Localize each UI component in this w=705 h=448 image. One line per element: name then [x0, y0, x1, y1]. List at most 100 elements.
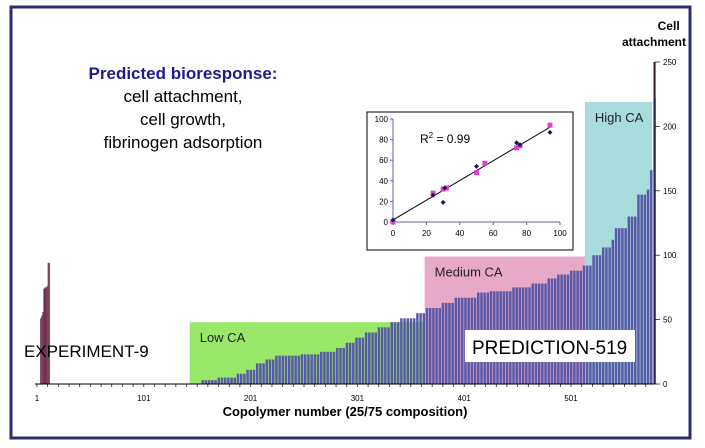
x-tick-label: 1 — [35, 394, 40, 403]
prediction-bar — [243, 373, 246, 384]
prediction-bar — [384, 327, 387, 384]
prediction-bar — [227, 377, 230, 384]
inset-point-measured — [474, 163, 479, 169]
experiment-bar — [42, 311, 44, 384]
prediction-bar — [396, 322, 400, 384]
inset-y-tick-label: 100 — [375, 115, 389, 124]
prediction-bar — [361, 337, 365, 384]
inset-frame — [366, 111, 574, 251]
inset-y-tick-label: 40 — [379, 177, 388, 186]
x-axis-title: Copolymer number (25/75 composition) — [223, 404, 468, 419]
prediction-bar — [307, 354, 310, 384]
prediction-bar — [598, 255, 602, 384]
prediction-bar — [323, 351, 326, 384]
prediction-bar — [252, 369, 256, 384]
experiment-bar — [45, 287, 47, 384]
prediction-bar — [284, 355, 288, 384]
prediction-bar — [220, 377, 224, 384]
prediction-label-bg — [465, 330, 635, 362]
x-tick-label: 301 — [351, 394, 365, 403]
experiment-bar — [47, 262, 49, 384]
prediction-bar — [207, 380, 211, 384]
prediction-bar — [403, 318, 406, 384]
prediction-bar — [236, 373, 240, 384]
prediction-bar — [377, 327, 381, 384]
prediction-bar — [291, 355, 294, 384]
prediction-bar — [454, 297, 458, 384]
prediction-bar — [223, 377, 227, 384]
prediction-bar — [320, 351, 323, 384]
prediction-bar — [313, 354, 317, 384]
prediction-bar — [646, 189, 650, 384]
prediction-bar — [608, 247, 611, 384]
inset-y-tick-label: 20 — [379, 197, 388, 206]
inset-x-tick-label: 0 — [391, 229, 396, 238]
inset-x-tick-label: 100 — [553, 229, 567, 238]
y-tick-label: 50 — [663, 316, 672, 325]
prediction-bar — [611, 239, 615, 384]
x-tick-label: 201 — [244, 394, 258, 403]
inset-point-measured — [547, 129, 553, 135]
prediction-bar — [634, 216, 637, 384]
prediction-bar — [643, 194, 647, 384]
prediction-bar — [582, 265, 586, 384]
prediction-bar — [246, 369, 249, 384]
prediction-bar — [239, 373, 243, 384]
prediction-bar — [416, 313, 419, 384]
experiment-bar — [46, 286, 48, 384]
prediction-bar — [281, 355, 285, 384]
r-superscript: 2 — [429, 131, 434, 140]
inset-point-measured — [390, 217, 396, 223]
prediction-bar — [204, 380, 208, 384]
prediction-bar — [339, 347, 342, 384]
prediction-bar — [435, 308, 438, 384]
prediction-bar — [393, 322, 397, 384]
inset-point-predicted — [482, 160, 488, 166]
inset-point-measured — [442, 185, 448, 191]
r-squared-annotation: R2 = 0.99 — [420, 131, 470, 146]
prediction-bar — [409, 318, 413, 384]
prediction-bar — [448, 302, 451, 384]
prediction-bar — [345, 342, 349, 384]
inset-point-predicted — [440, 186, 446, 192]
prediction-bar — [637, 194, 640, 384]
experiment-label: EXPERIMENT-9 — [24, 342, 149, 361]
prediction-bar — [278, 355, 281, 384]
y-axis-title: Cell attachment — [622, 19, 686, 49]
y-tick-label: 100 — [663, 251, 677, 260]
prediction-bar — [316, 354, 320, 384]
inset-y-tick-label: 0 — [384, 218, 389, 227]
prediction-bar — [592, 255, 595, 384]
prediction-bar — [300, 354, 304, 384]
prediction-bar — [230, 377, 233, 384]
inset-point-measured — [430, 192, 436, 198]
x-tick-label: 101 — [137, 394, 151, 403]
prediction-bar — [297, 355, 301, 384]
prediction-bar — [265, 359, 269, 384]
r-symbol: R — [420, 132, 429, 146]
inset-y-tick-label: 60 — [379, 156, 388, 165]
prediction-bar — [444, 302, 448, 384]
region-label: Medium CA — [435, 264, 503, 279]
prediction-bar — [271, 359, 275, 384]
description-line: fibrinogen adsorption — [104, 133, 263, 152]
inset-point-predicted — [514, 145, 520, 151]
prediction-bar — [336, 347, 339, 384]
inset-y-tick-label: 80 — [379, 136, 388, 145]
prediction-bar — [368, 332, 371, 384]
inset-x-tick-label: 40 — [455, 229, 464, 238]
prediction-label: PREDICTION-519 — [472, 338, 627, 359]
prediction-bar — [560, 274, 563, 384]
prediction-bar — [653, 98, 656, 385]
prediction-bar — [460, 297, 464, 384]
prediction-bar — [441, 302, 445, 384]
prediction-bar — [589, 265, 592, 384]
prediction-bar — [621, 228, 624, 384]
prediction-bar — [211, 380, 214, 384]
experiment-bar — [44, 287, 46, 384]
prediction-bar — [601, 247, 605, 384]
inset-point-measured — [514, 140, 520, 146]
prediction-bar — [406, 318, 410, 384]
prediction-bar — [422, 313, 426, 384]
